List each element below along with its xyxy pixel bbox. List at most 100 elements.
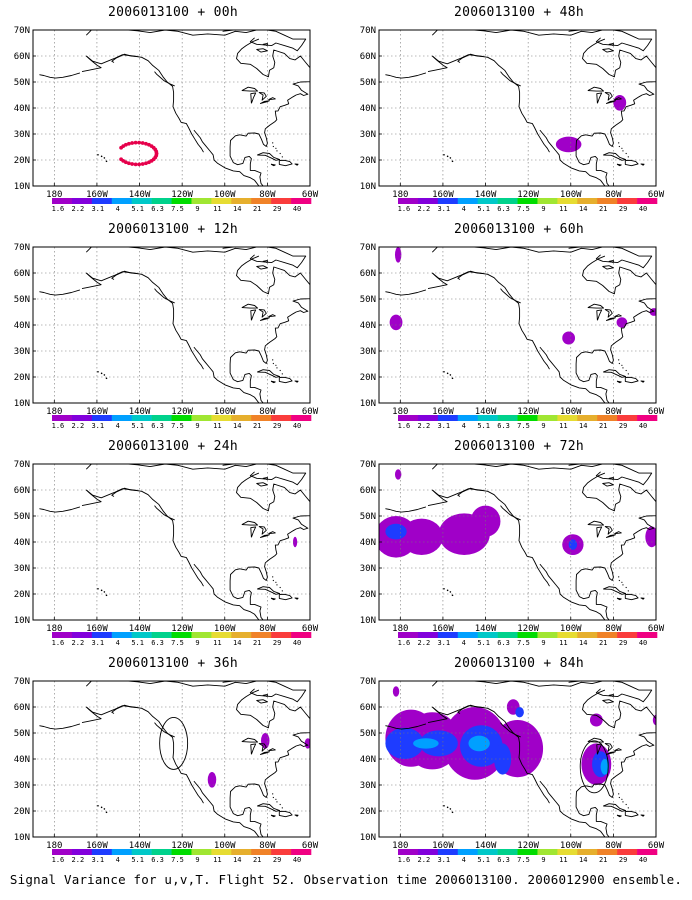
lon-tick-label: 160W — [86, 624, 108, 634]
coastline — [39, 247, 310, 403]
colorbar-swatch — [191, 415, 212, 421]
lon-tick-label: 60W — [648, 407, 665, 417]
lat-tick-label: 40N — [360, 538, 376, 548]
map-panel: 2006013100 + 24h 10N 20N 30N 40N 50N 60N 70N 180… — [0, 434, 346, 650]
flight-track-point — [147, 142, 151, 147]
colorbar-swatch — [251, 198, 272, 204]
colorbar-swatch — [151, 632, 172, 638]
lat-tick-label: 50N — [14, 78, 30, 88]
colorbar: 1.6 2.2 3.1 4 5.1 6.3 7.5 9 11 14 21 29 40 — [52, 849, 312, 864]
variance-contour — [394, 247, 402, 263]
colorbar-swatch — [71, 198, 93, 204]
lat-tick-label: 10N — [360, 833, 376, 843]
lat-tick-label: 30N — [360, 781, 376, 791]
colorbar-label: 5.1 — [477, 856, 490, 864]
lat-tick-label: 30N — [360, 130, 376, 140]
colorbar-swatch — [477, 849, 498, 855]
colorbar-swatch — [497, 415, 518, 421]
colorbar-swatch — [597, 632, 618, 638]
lat-tick-label: 30N — [14, 130, 30, 140]
colorbar-swatch — [517, 632, 538, 638]
colorbar-swatch — [557, 415, 578, 421]
variance-contour — [468, 735, 490, 752]
colorbar-label: 14 — [579, 856, 587, 864]
colorbar-swatch — [71, 415, 93, 421]
colorbar-label: 29 — [273, 856, 281, 864]
colorbar: 1.6 2.2 3.1 4 5.1 6.3 7.5 9 11 14 21 29 40 — [52, 415, 312, 430]
lat-tick-label: 60N — [360, 703, 376, 713]
colorbar-label: 21 — [599, 856, 607, 864]
colorbar: 1.6 2.2 3.1 4 5.1 6.3 7.5 9 11 14 21 29 40 — [398, 415, 658, 430]
lon-tick-label: 120W — [171, 624, 193, 634]
colorbar-label: 29 — [273, 205, 281, 213]
lat-tick-label: 70N — [14, 26, 30, 36]
map-plot: 10N 20N 30N 40N 50N 60N 70N 180 160W 140W 120W 100W… — [14, 243, 319, 430]
lon-tick-label: 140W — [475, 190, 497, 200]
colorbar-label: 1.6 — [52, 639, 65, 647]
colorbar-swatch — [557, 632, 578, 638]
lon-tick-label: 100W — [214, 190, 236, 200]
lon-tick-label: 60W — [648, 624, 665, 634]
lat-tick-label: 50N — [14, 295, 30, 305]
colorbar-swatch — [151, 198, 172, 204]
lon-tick-label: 60W — [648, 190, 665, 200]
lat-tick-label: 20N — [14, 156, 30, 166]
variance-contour — [600, 759, 610, 775]
lon-tick-label: 140W — [129, 841, 151, 851]
colorbar-swatch — [637, 849, 658, 855]
lon-tick-label: 140W — [475, 407, 497, 417]
colorbar-label: 11 — [559, 856, 567, 864]
colorbar-swatch — [637, 198, 658, 204]
colorbar-swatch — [577, 632, 598, 638]
target-circle — [159, 716, 189, 770]
lat-tick-label: 50N — [360, 295, 376, 305]
colorbar-label: 3.1 — [437, 205, 450, 213]
colorbar-label: 6.3 — [151, 856, 164, 864]
colorbar-swatch — [398, 198, 419, 204]
lat-tick-label: 40N — [360, 104, 376, 114]
lon-tick-label: 180 — [46, 407, 62, 417]
colorbar-label: 40 — [639, 422, 647, 430]
colorbar-swatch — [417, 198, 439, 204]
lat-tick-label: 60N — [360, 486, 376, 496]
coastline — [385, 464, 656, 620]
flight-track-point — [140, 162, 145, 166]
map-plot: 10N 20N 30N 40N 50N 60N 70N 180 160W 140W 120W 100W… — [360, 677, 665, 864]
colorbar-swatch — [291, 849, 312, 855]
colorbar-swatch — [52, 632, 73, 638]
colorbar-label: 3.1 — [437, 856, 450, 864]
colorbar-label: 11 — [213, 856, 221, 864]
colorbar-label: 9 — [541, 422, 545, 430]
map-plot: 10N 20N 30N 40N 50N 60N 70N 180 160W 140W 120W 100W… — [360, 460, 665, 647]
colorbar-label: 6.3 — [497, 205, 510, 213]
colorbar-swatch — [191, 849, 212, 855]
colorbar-label: 7.5 — [517, 205, 530, 213]
variance-contour — [616, 317, 628, 328]
colorbar-swatch — [497, 632, 518, 638]
variance-contour — [568, 539, 578, 550]
colorbar-label: 14 — [233, 856, 241, 864]
variance-contour — [292, 536, 298, 548]
map-plot: 10N 20N 30N 40N 50N 60N 70N 180 160W 140W 120W 100W… — [14, 460, 319, 647]
colorbar-label: 4 — [462, 856, 466, 864]
lon-tick-label: 80W — [259, 841, 276, 851]
panel-title: 2006013100 + 72h — [453, 439, 585, 454]
panel-title: 2006013100 + 36h — [107, 656, 239, 671]
variance-contour — [389, 314, 403, 331]
lat-tick-label: 40N — [360, 755, 376, 765]
colorbar-label: 4 — [116, 205, 120, 213]
lon-tick-label: 140W — [129, 624, 151, 634]
colorbar-swatch — [437, 198, 459, 204]
colorbar-swatch — [457, 849, 478, 855]
colorbar-label: 3.1 — [437, 422, 450, 430]
variance-contour — [515, 707, 524, 718]
colorbar-label: 3.1 — [437, 639, 450, 647]
colorbar-swatch — [597, 849, 618, 855]
colorbar-label: 40 — [639, 639, 647, 647]
colorbar-swatch — [291, 198, 312, 204]
colorbar-label: 4 — [462, 205, 466, 213]
lon-tick-label: 160W — [432, 624, 454, 634]
colorbar-label: 9 — [195, 205, 199, 213]
flight-track-point — [133, 140, 138, 145]
colorbar-label: 4 — [116, 422, 120, 430]
